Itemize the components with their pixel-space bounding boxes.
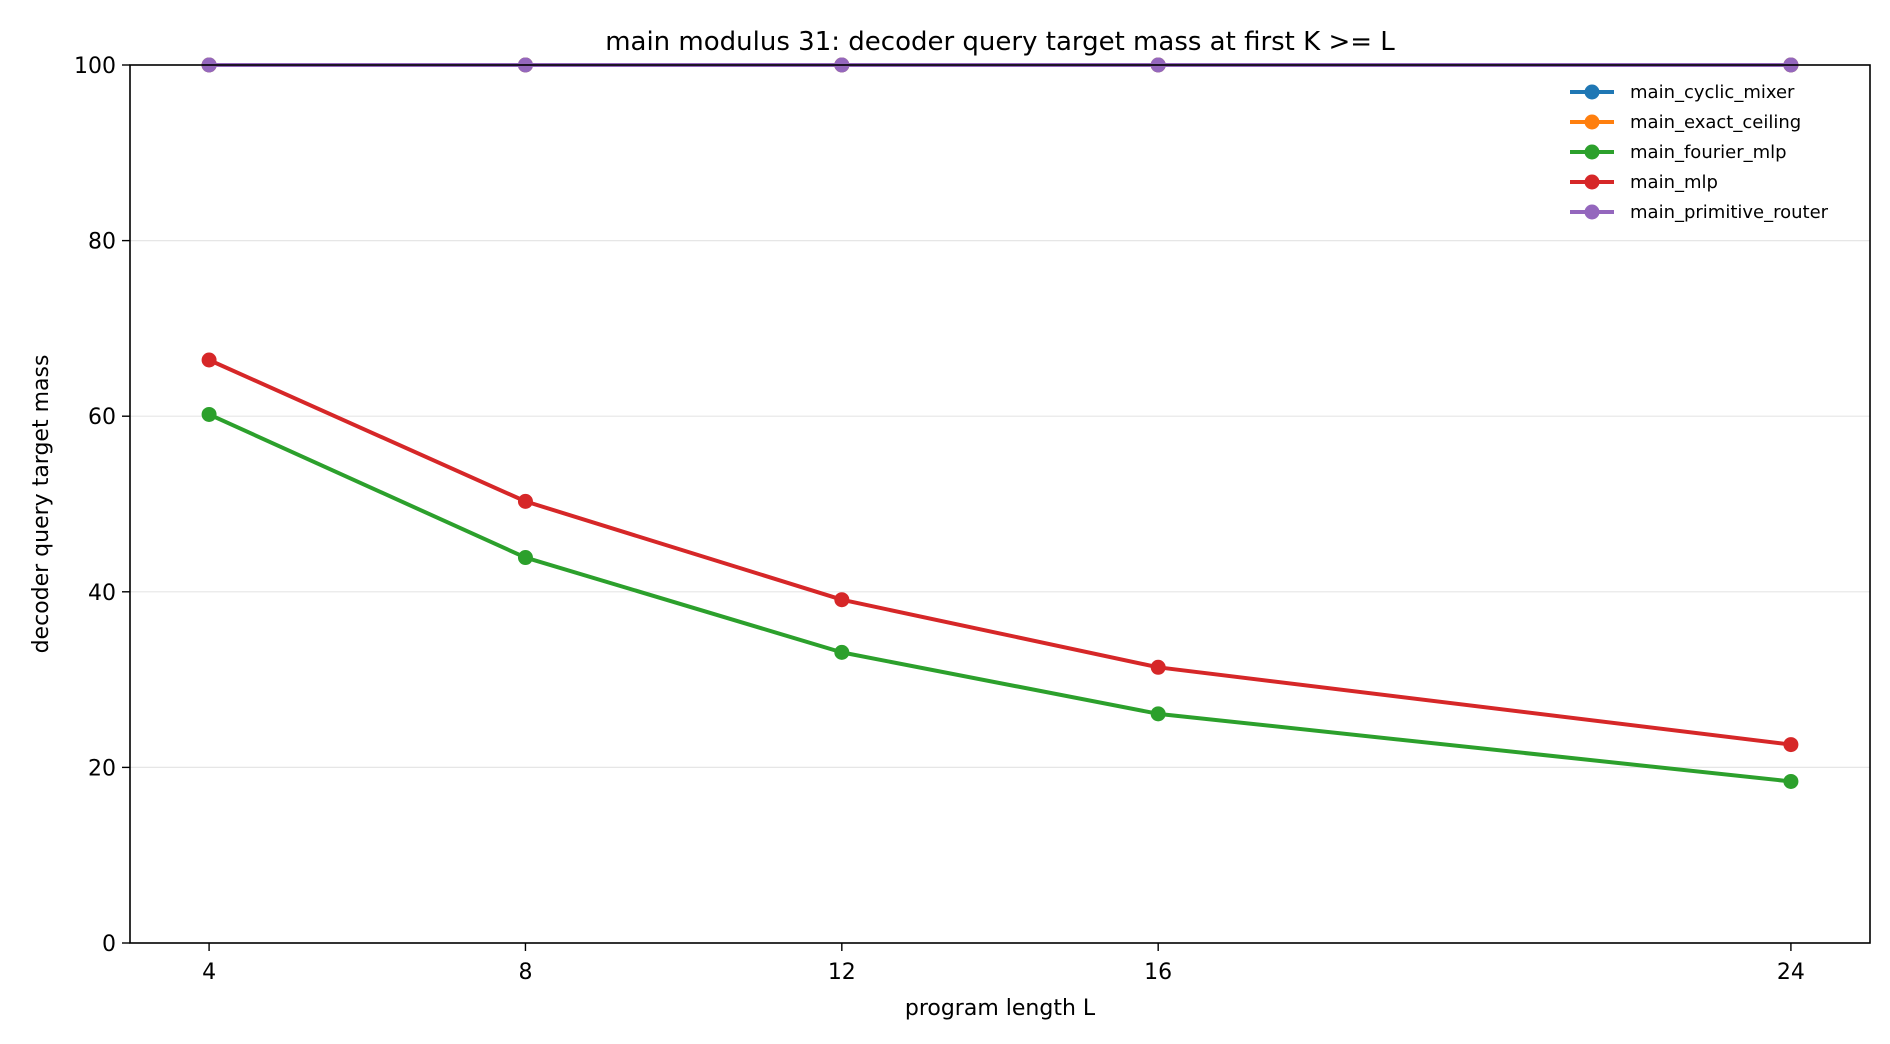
x-tick-label: 16 <box>1144 960 1172 985</box>
y-tick-label: 0 <box>102 932 116 957</box>
data-point <box>1783 737 1799 753</box>
legend-swatch-marker <box>1584 204 1600 220</box>
series-lines <box>201 57 1799 789</box>
axis-ticks: 0 20 40 60 80 100 4 8 12 16 24 <box>74 54 1805 985</box>
y-axis-label: decoder query target mass <box>29 355 54 654</box>
grid-lines <box>130 240 1870 769</box>
x-tick-label: 12 <box>828 960 856 985</box>
y-tick-label: 100 <box>74 54 116 79</box>
legend-swatch-marker <box>1584 144 1600 160</box>
data-point <box>1150 706 1166 722</box>
x-tick-label: 24 <box>1777 960 1805 985</box>
legend-entry: main_fourier_mlp <box>1570 142 1787 163</box>
legend-label: main_fourier_mlp <box>1630 142 1787 163</box>
series-main_mlp <box>201 352 1799 753</box>
data-point <box>517 550 533 566</box>
legend-label: main_exact_ceiling <box>1630 112 1801 133</box>
legend-entry: main_exact_ceiling <box>1570 112 1801 133</box>
data-point <box>834 592 850 608</box>
legend-swatch-marker <box>1584 84 1600 100</box>
x-tick-label: 8 <box>518 960 532 985</box>
chart-title: main modulus 31: decoder query target ma… <box>605 27 1395 57</box>
data-point <box>201 352 217 368</box>
y-tick-label: 60 <box>88 405 116 430</box>
series-line <box>208 412 1792 784</box>
plot-area-frame <box>129 64 1871 944</box>
legend-swatch-marker <box>1584 174 1600 190</box>
y-tick-label: 20 <box>88 756 116 781</box>
y-tick-label: 80 <box>88 230 116 255</box>
legend-entry: main_cyclic_mixer <box>1570 82 1795 103</box>
legend-label: main_primitive_router <box>1630 202 1829 223</box>
data-point <box>1150 659 1166 675</box>
data-point <box>201 406 217 422</box>
data-point <box>1783 773 1799 789</box>
legend-label: main_cyclic_mixer <box>1630 82 1795 103</box>
data-point <box>834 644 850 660</box>
legend-label: main_mlp <box>1630 172 1718 193</box>
legend-swatch-marker <box>1584 114 1600 130</box>
legend: main_cyclic_mixer main_exact_ceiling main_… <box>1570 82 1829 223</box>
series-line <box>208 358 1792 747</box>
legend-entry: main_mlp <box>1570 172 1718 193</box>
data-point <box>517 493 533 509</box>
y-tick-label: 40 <box>88 581 116 606</box>
x-tick-label: 4 <box>202 960 216 985</box>
legend-entry: main_primitive_router <box>1570 202 1829 223</box>
x-axis-label: program length L <box>905 996 1096 1021</box>
series-main_fourier_mlp <box>201 406 1799 789</box>
